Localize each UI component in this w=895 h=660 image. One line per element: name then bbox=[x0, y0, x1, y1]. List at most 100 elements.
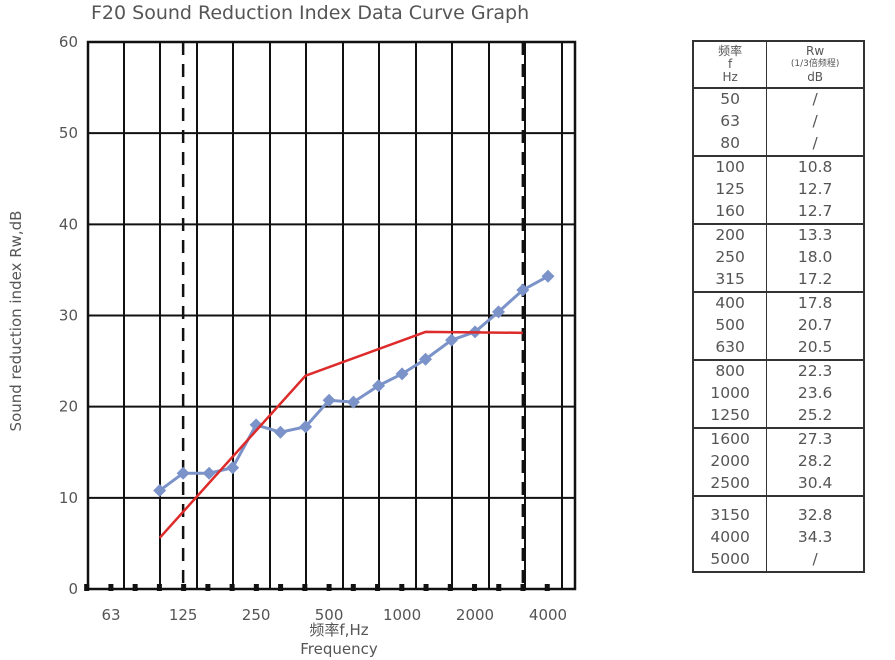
x-axis-label-cn: 频率f,Hz bbox=[309, 621, 368, 639]
data-point bbox=[202, 466, 216, 480]
table-row: 4000 34.3 bbox=[693, 527, 864, 549]
data-point bbox=[322, 393, 336, 407]
bottom-tick-mark bbox=[108, 584, 114, 591]
data-point bbox=[226, 461, 240, 475]
table-header-row: 频率 f Hz Rw (1/3倍频程) dB bbox=[693, 41, 864, 89]
bottom-tick-mark bbox=[229, 584, 235, 591]
data-point bbox=[372, 379, 386, 393]
table-cell-rw: 27.3 bbox=[797, 430, 833, 449]
table-cell-frequency: 315 bbox=[693, 269, 768, 293]
sound-reduction-table: 频率 f Hz Rw (1/3倍频程) dB 50/63/80/100 10.8 1… bbox=[692, 40, 865, 573]
table-cell-frequency: 500 bbox=[693, 315, 768, 337]
table-cell-frequency: 800 bbox=[693, 360, 768, 383]
x-tick-labels: 63 125 250 500 1000 2000 4000 bbox=[101, 606, 567, 624]
dashed-reference-lines bbox=[181, 42, 525, 589]
x-axis-label-en: Frequency bbox=[300, 640, 378, 658]
x-tick-label: 125 bbox=[169, 606, 198, 624]
data-point bbox=[346, 395, 360, 409]
y-tick-labels: 0 10 20 30 40 50 60 bbox=[59, 33, 78, 598]
table-row: 315 17.2 bbox=[693, 269, 864, 293]
data-point bbox=[153, 484, 167, 498]
table-cell-rw: 18.0 bbox=[797, 248, 833, 267]
table-cell-rw: / bbox=[812, 90, 818, 109]
bottom-tick-mark bbox=[472, 584, 478, 591]
table-row: 125 12.7 bbox=[693, 179, 864, 201]
data-point bbox=[395, 367, 409, 381]
table-cell-rw: 12.7 bbox=[766, 201, 864, 225]
header-rw-unit: dB bbox=[807, 70, 824, 84]
y-tick-label: 40 bbox=[59, 215, 78, 233]
bottom-tick-marks bbox=[84, 584, 550, 591]
table-cell-rw: 13.3 bbox=[797, 226, 833, 245]
bottom-tick-mark bbox=[156, 584, 162, 591]
table-row: 80/ bbox=[693, 133, 864, 157]
data-point bbox=[299, 420, 313, 434]
bottom-tick-mark bbox=[447, 584, 453, 591]
bottom-tick-mark bbox=[326, 584, 332, 591]
table-cell-frequency: 100 bbox=[693, 156, 768, 179]
table-row: 5000 / bbox=[693, 549, 864, 572]
table-row: 200 13.3 bbox=[693, 224, 864, 247]
header-frequency: 频率 f Hz bbox=[693, 41, 768, 89]
table-row: 500 20.7 bbox=[693, 315, 864, 337]
bottom-tick-mark bbox=[399, 584, 405, 591]
table-cell-rw: 20.5 bbox=[766, 337, 864, 361]
y-tick-label: 0 bbox=[68, 580, 78, 598]
table-cell-frequency: 200 bbox=[693, 224, 768, 247]
table-row: 50 / bbox=[693, 88, 864, 111]
table-cell-frequency: 1250 bbox=[693, 405, 768, 429]
table-cell-frequency: 4000 bbox=[693, 527, 768, 549]
table-row: 3150 32.8 bbox=[693, 496, 864, 527]
header-rw: Rw (1/3倍频程) dB bbox=[766, 41, 864, 89]
table-row: 63 / bbox=[693, 111, 864, 133]
y-tick-label: 10 bbox=[59, 489, 78, 507]
table-cell-rw: 25.2 bbox=[766, 405, 864, 429]
data-point bbox=[273, 425, 287, 439]
y-axis-label: Sound reduction index Rw,dB bbox=[7, 211, 25, 432]
table-cell-frequency: 630 bbox=[693, 337, 768, 361]
table-cell-frequency: 63 bbox=[693, 111, 768, 133]
bottom-tick-mark bbox=[350, 584, 356, 591]
table-cell-rw: 17.8 bbox=[797, 294, 833, 313]
table-cell-frequency: 400 bbox=[693, 292, 768, 315]
table-cell-frequency: 3150 bbox=[693, 496, 768, 527]
table-cell-rw: / bbox=[812, 112, 818, 131]
chart-grid bbox=[86, 40, 577, 591]
table-cell-frequency: 2000 bbox=[693, 451, 768, 473]
table-cell-frequency: 125 bbox=[693, 179, 768, 201]
table-cell-rw: 10.8 bbox=[797, 158, 833, 177]
table-cell-frequency: 80 bbox=[693, 133, 768, 157]
y-tick-label: 50 bbox=[59, 124, 78, 142]
bottom-tick-mark bbox=[84, 584, 90, 591]
header-frequency-f: f bbox=[728, 57, 733, 71]
data-point bbox=[516, 283, 530, 297]
table-cell-frequency: 2500 bbox=[693, 473, 768, 497]
table-row: 630 20.5 bbox=[693, 337, 864, 361]
data-point bbox=[541, 269, 555, 283]
bottom-tick-mark bbox=[544, 584, 550, 591]
table-cell-frequency: 1600 bbox=[693, 428, 768, 451]
table-row: 100 10.8 bbox=[693, 156, 864, 179]
table-cell-frequency: 5000 bbox=[693, 549, 768, 572]
bottom-tick-mark bbox=[302, 584, 308, 591]
bottom-tick-mark bbox=[496, 584, 502, 591]
x-tick-label: 2000 bbox=[456, 606, 494, 624]
y-tick-label: 20 bbox=[59, 398, 78, 416]
x-tick-label: 63 bbox=[101, 606, 120, 624]
bottom-tick-mark bbox=[375, 584, 381, 591]
chart-series bbox=[153, 269, 555, 539]
table-cell-rw: 22.3 bbox=[797, 362, 833, 381]
table-body: 50/63/80/100 10.8 125 12.7 160 12.7 200 13.3 250… bbox=[693, 88, 864, 572]
bottom-tick-mark bbox=[132, 584, 138, 591]
header-frequency-unit: Hz bbox=[722, 70, 738, 84]
header-frequency-cn: 频率 bbox=[718, 44, 743, 58]
table-row: 2500 30.4 bbox=[693, 473, 864, 497]
data-point bbox=[176, 466, 190, 480]
table-cell-frequency: 1000 bbox=[693, 383, 768, 405]
chart-title: F20 Sound Reduction Index Data Curve Gra… bbox=[91, 2, 529, 24]
table-row: 400 17.8 bbox=[693, 292, 864, 315]
table-cell-rw: 30.4 bbox=[766, 473, 864, 497]
x-tick-label: 250 bbox=[242, 606, 271, 624]
x-tick-label: 1000 bbox=[383, 606, 421, 624]
table-row: 250 18.0 bbox=[693, 247, 864, 269]
